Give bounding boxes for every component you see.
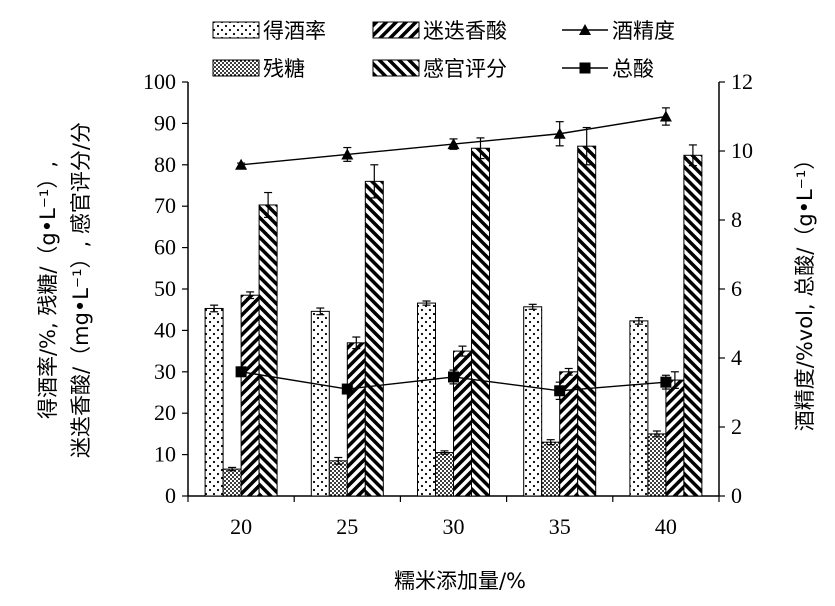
bar-迷迭香酸	[346, 342, 366, 497]
axis-titles: 糯米添加量/% 得酒率/%, 残糖/（g•L⁻¹）, 迷迭香酸/（mg•L⁻¹）…	[36, 122, 817, 593]
bar-残糖	[222, 468, 242, 497]
right-tick-label: 8	[731, 207, 742, 232]
left-tick-label: 90	[154, 110, 176, 135]
x-tick-label: 25	[336, 514, 358, 539]
left-tick-label: 40	[154, 317, 176, 342]
legend-swatch-得酒率	[212, 21, 260, 39]
marker-酒精度	[659, 110, 672, 122]
left-tick-label: 30	[154, 359, 176, 384]
right-axis-title: 酒精度/%vol, 总酸/（g•L⁻¹）	[793, 149, 817, 431]
marker-总酸	[448, 371, 459, 383]
right-tick-label: 4	[731, 345, 742, 370]
bar-得酒率	[629, 320, 649, 497]
bar-迷迭香酸	[240, 294, 260, 497]
legend-label-得酒率: 得酒率	[263, 19, 326, 43]
left-tick-label: 10	[154, 442, 176, 467]
left-tick-label: 0	[165, 483, 176, 508]
legend-label-迷迭香酸: 迷迭香酸	[423, 19, 507, 43]
marker-总酸	[660, 376, 672, 388]
bar-残糖	[541, 441, 561, 497]
bar-迷迭香酸	[665, 379, 685, 497]
bar-残糖	[647, 433, 667, 497]
bars	[204, 126, 703, 497]
left-axis-title-line2: 迷迭香酸/（mg•L⁻¹）, 感官评分/分	[69, 122, 93, 458]
marker-酒精度	[235, 158, 248, 170]
marker-酒精度	[341, 148, 354, 160]
legend-swatch-感官评分	[372, 59, 420, 77]
right-tick-label: 10	[731, 138, 753, 163]
x-tick-label: 35	[549, 514, 571, 539]
legend-label-酒精度: 酒精度	[612, 19, 675, 43]
right-tick-label: 0	[731, 483, 742, 508]
right-tick-label: 6	[731, 276, 742, 301]
x-tick-label: 20	[230, 514, 252, 539]
bar-感官评分	[364, 180, 384, 497]
left-axis-title-line1: 得酒率/%, 残糖/（g•L⁻¹）,	[36, 161, 60, 419]
left-tick-label: 20	[154, 400, 176, 425]
axes: 0 10 20 30 40 50 60 70 80 90 100 0 2 4 6 8 10 12 20 25 30 35 4…	[143, 69, 753, 539]
bar-得酒率	[204, 307, 224, 497]
x-tick-label: 30	[443, 514, 465, 539]
legend-swatch-迷迭香酸	[372, 21, 420, 39]
legend-label-残糖: 残糖	[263, 57, 305, 81]
bar-残糖	[328, 460, 348, 497]
left-tick-label: 60	[154, 235, 176, 260]
legend-label-感官评分: 感官评分	[423, 57, 507, 81]
left-tick-label: 70	[154, 193, 176, 218]
left-tick-label: 50	[154, 276, 176, 301]
legend-marker-酒精度	[579, 24, 591, 35]
bar-感官评分	[577, 145, 597, 497]
marker-总酸	[235, 366, 247, 378]
bar-感官评分	[258, 204, 278, 497]
marker-总酸	[554, 385, 566, 397]
bar-感官评分	[471, 147, 490, 497]
bar-残糖	[435, 452, 454, 497]
bar-得酒率	[310, 310, 330, 497]
bar-得酒率	[417, 302, 436, 497]
left-tick-label: 80	[154, 152, 176, 177]
bar-得酒率	[523, 306, 543, 497]
left-tick-label: 100	[143, 69, 176, 94]
legend-marker-总酸	[579, 62, 591, 74]
x-axis-title: 糯米添加量/%	[394, 569, 526, 593]
legend-label-总酸: 总酸	[612, 57, 654, 81]
right-tick-label: 12	[731, 69, 753, 94]
marker-总酸	[341, 383, 353, 395]
marker-酒精度	[447, 138, 460, 150]
bar-感官评分	[683, 154, 703, 497]
line-series	[235, 107, 672, 400]
legend-swatch-残糖	[212, 59, 260, 77]
x-tick-label: 40	[655, 514, 677, 539]
marker-酒精度	[553, 127, 566, 139]
right-tick-label: 2	[731, 414, 742, 439]
